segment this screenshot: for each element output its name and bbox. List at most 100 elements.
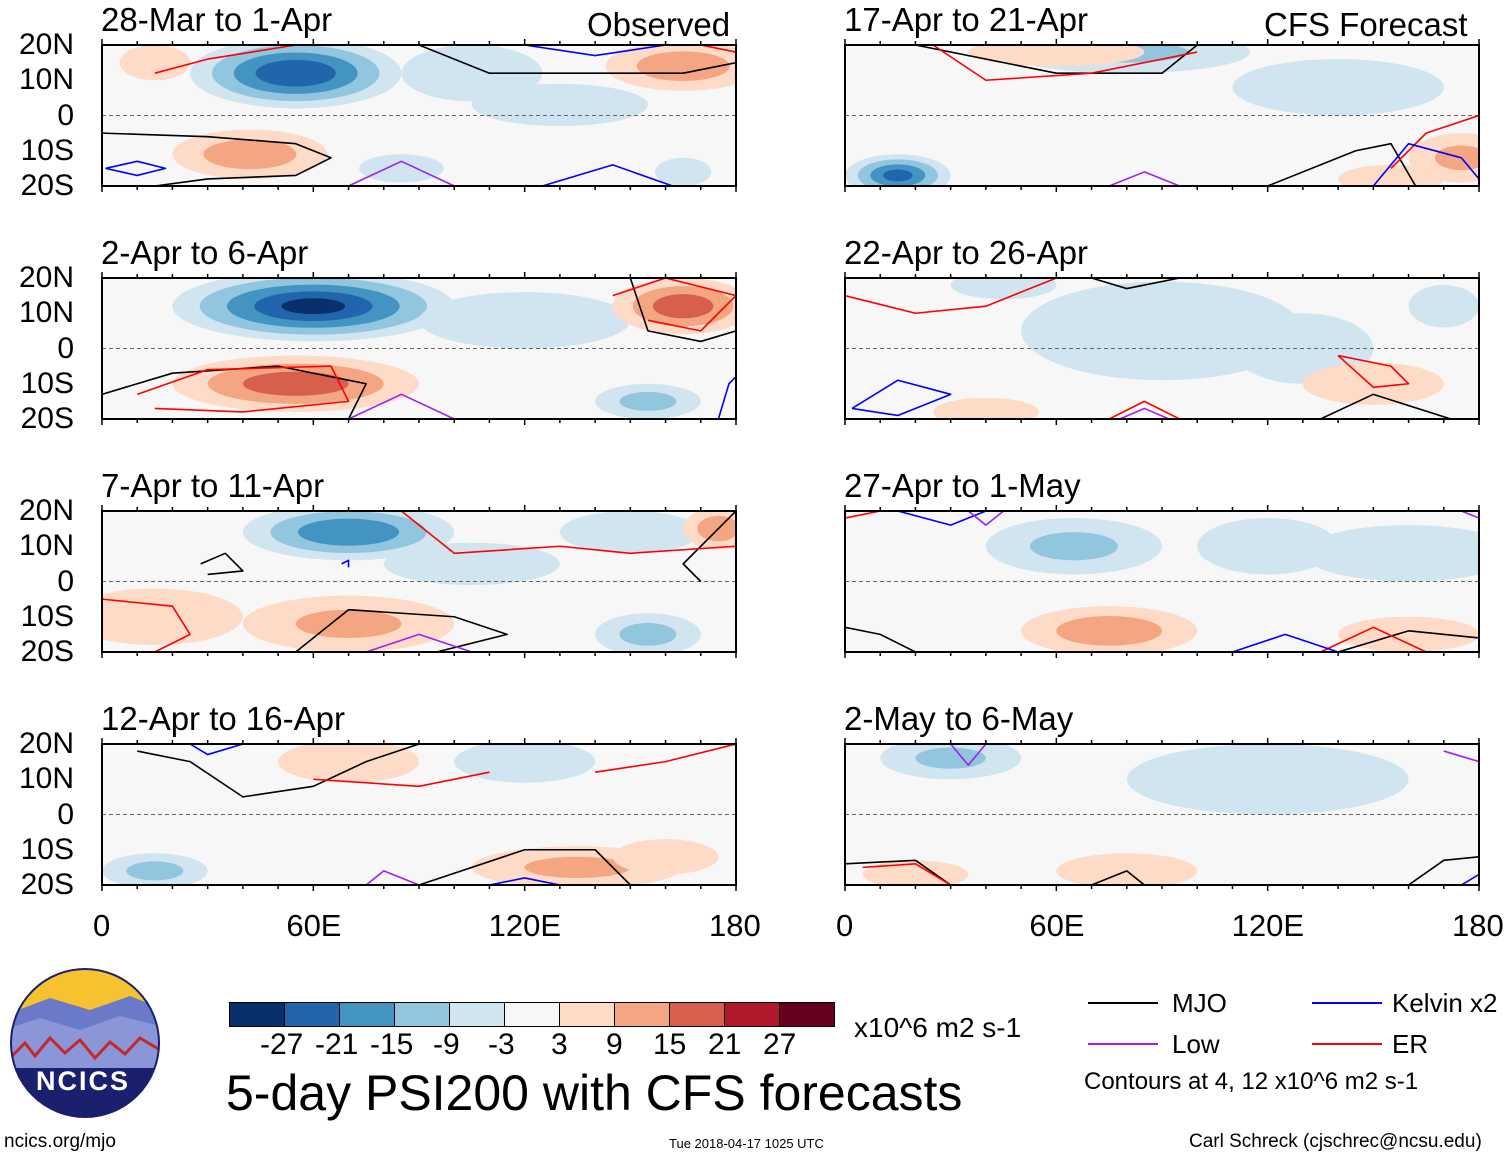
legend-kelvin: Kelvin x2	[1392, 988, 1498, 1018]
panel-title: 2-May to 6-May	[844, 700, 1074, 737]
kelvin-contour	[851, 379, 952, 417]
colorbar-swatch	[450, 1003, 505, 1026]
observed-label: Observed	[587, 6, 731, 43]
anomaly-shading	[654, 157, 712, 186]
anomaly-shading	[1338, 164, 1444, 186]
er-contour	[845, 511, 881, 519]
colorbar-tick-label: -3	[488, 1028, 515, 1061]
footer-credit: Carl Schreck (cjschrec@ncsu.edu)	[1189, 1131, 1482, 1152]
anomaly-shading	[619, 622, 677, 646]
low-contour	[365, 633, 473, 652]
anomaly-shading	[242, 371, 349, 396]
er-contour	[313, 771, 490, 788]
lat-tick-label: 20S	[20, 402, 74, 435]
er-contour	[1108, 400, 1180, 419]
colorbar-tick-label: 21	[708, 1028, 742, 1061]
lat-tick-label: 20S	[20, 635, 74, 668]
mjo-contour	[102, 132, 332, 186]
low-contour	[348, 393, 455, 419]
colorbar-tick-label: -21	[315, 1028, 359, 1061]
anomaly-shading	[883, 169, 913, 182]
colorbar-swatch	[615, 1003, 670, 1026]
anomaly-shading	[203, 139, 297, 170]
mjo-contour	[1320, 393, 1452, 419]
colorbar-swatch	[505, 1003, 560, 1026]
anomaly-shading	[1056, 853, 1198, 885]
er-contour	[1390, 114, 1479, 169]
lon-tick-label: 0	[836, 908, 854, 943]
lon-tick-label: 180	[1452, 908, 1504, 943]
kelvin-contour	[489, 877, 561, 885]
panel-title: 2-Apr to 6-Apr	[101, 234, 309, 271]
kelvin-contour	[524, 45, 666, 57]
lat-tick-label: 10N	[18, 296, 74, 330]
anomaly-shading	[933, 397, 1039, 419]
anomaly-shading	[401, 45, 543, 102]
low-contour	[950, 744, 987, 766]
anomaly-shading	[383, 542, 560, 586]
colorbar-units: x10^6 m2 s-1	[854, 1012, 1022, 1043]
map-panel	[844, 272, 1480, 425]
er-contour	[700, 45, 736, 53]
anomaly-shading	[419, 292, 631, 349]
anomaly-shading	[1408, 285, 1479, 328]
low-contour	[1108, 171, 1180, 186]
er-contour	[136, 365, 350, 413]
anomaly-shading	[255, 59, 336, 87]
anomaly-shading	[281, 298, 346, 315]
colorbar-tick-label: 15	[653, 1028, 687, 1061]
er-contour	[612, 278, 736, 332]
panel-title: 12-Apr to 16-Apr	[101, 700, 345, 737]
er-contour	[932, 45, 1198, 82]
footer-url[interactable]: ncics.org/mjo	[4, 1131, 116, 1152]
ncics-logo	[10, 968, 160, 1118]
colorbar-tick-label: -9	[433, 1028, 460, 1061]
legend-mjo-line	[1088, 1002, 1158, 1004]
er-contour	[102, 598, 191, 652]
panel-title: 28-Mar to 1-Apr	[101, 1, 333, 38]
map-panel	[844, 39, 1480, 192]
anomaly-shading	[1197, 518, 1339, 575]
er-contour	[594, 744, 736, 773]
lat-tick-label: 20S	[20, 868, 74, 901]
er-contour	[400, 511, 736, 555]
colorbar-swatch	[780, 1003, 834, 1026]
er-contour	[154, 45, 296, 74]
colorbar-tick-label: 9	[606, 1028, 623, 1061]
colorbar-swatch	[230, 1003, 285, 1026]
lat-tick-label: 20N	[18, 28, 74, 61]
lat-tick-label: 20N	[18, 727, 74, 760]
kelvin-contour	[1460, 873, 1479, 885]
anomaly-shading	[559, 511, 701, 554]
colorbar-swatch	[340, 1003, 395, 1026]
kelvin-contour	[189, 744, 244, 756]
kelvin-contour	[105, 160, 167, 177]
anomaly-shading	[619, 391, 677, 411]
mjo-contour	[1267, 142, 1417, 186]
map-panel	[101, 738, 737, 891]
lon-tick-label: 180	[709, 908, 761, 943]
map-panels	[101, 39, 1480, 891]
colorbar-tick-label: -27	[260, 1028, 304, 1061]
anomaly-shading	[950, 278, 1057, 300]
lat-tick-label: 20N	[18, 494, 74, 527]
colorbar-swatch	[395, 1003, 450, 1026]
er-contour	[1320, 626, 1427, 652]
mjo-contour	[1091, 870, 1145, 885]
legend-kelvin-line	[1312, 1002, 1382, 1004]
anomaly-shading	[278, 744, 419, 783]
colorbar-swatch	[670, 1003, 725, 1026]
anomaly-shading	[652, 294, 714, 319]
er-contour	[1337, 354, 1410, 389]
mjo-contour	[295, 608, 508, 652]
er-contour	[862, 863, 952, 885]
colorbar	[229, 1002, 835, 1027]
mjo-contour	[629, 278, 736, 343]
lon-tick-label: 120E	[1231, 908, 1305, 943]
lat-tick-label: 0	[57, 98, 74, 132]
mjo-contour	[1337, 630, 1479, 652]
lat-tick-label: 10N	[18, 762, 74, 796]
anomaly-shading	[1302, 525, 1479, 582]
anomaly-shading	[359, 154, 444, 183]
mjo-contour	[418, 45, 736, 74]
